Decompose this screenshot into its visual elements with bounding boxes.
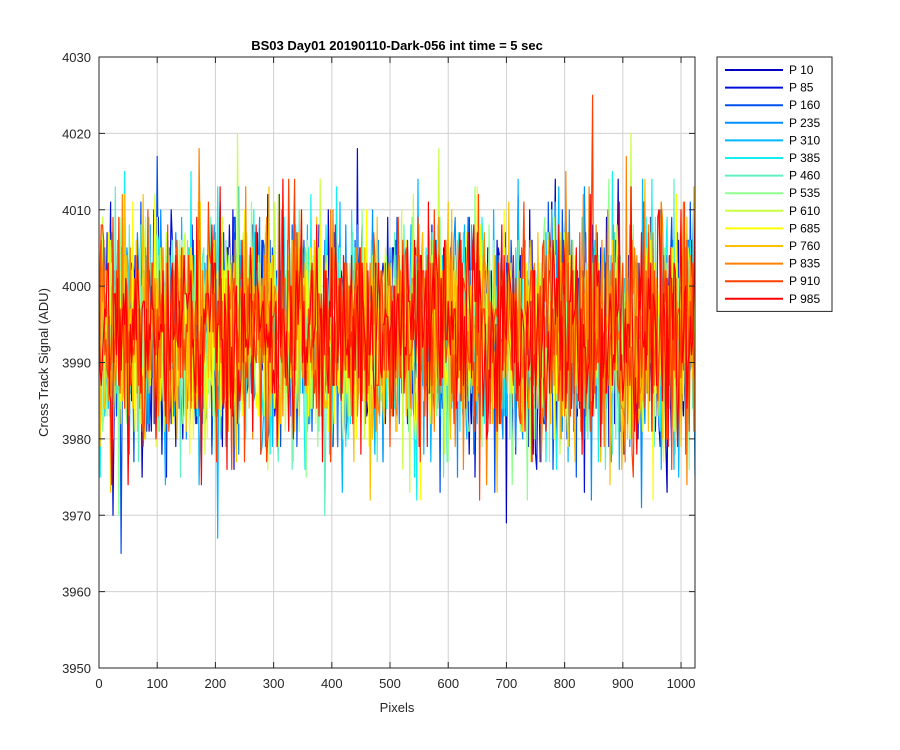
legend-label-p-685: P 685 — [789, 221, 820, 235]
legend-label-p-460: P 460 — [789, 169, 820, 183]
data-series-group — [99, 94, 695, 554]
y-tick-label: 4000 — [62, 279, 91, 294]
y-axis-label: Cross Track Signal (ADU) — [36, 288, 51, 437]
legend-label-p-535: P 535 — [789, 186, 820, 200]
x-tick-label: 300 — [263, 676, 285, 691]
y-tick-label: 3990 — [62, 356, 91, 371]
legend-box — [716, 56, 833, 312]
legend-label-p-160: P 160 — [789, 98, 820, 112]
legend-label-p-235: P 235 — [789, 116, 820, 130]
x-tick-label: 100 — [146, 676, 168, 691]
y-tick-label: 4020 — [62, 126, 91, 141]
legend-label-p-85: P 85 — [789, 81, 814, 95]
x-tick-label: 600 — [437, 676, 459, 691]
y-tick-label: 3980 — [62, 432, 91, 447]
x-tick-label: 700 — [496, 676, 518, 691]
legend-label-p-610: P 610 — [789, 204, 820, 218]
x-tick-label: 0 — [95, 676, 102, 691]
y-tick-label: 3970 — [62, 508, 91, 523]
y-tick-label: 3950 — [62, 661, 91, 676]
x-axis-label: Pixels — [380, 700, 415, 715]
x-tick-label: 400 — [321, 676, 343, 691]
plot-area: 0 100 200 300 400 500 600 700 800 900 1000 3950 3960… — [62, 50, 696, 691]
x-tick-label: 200 — [205, 676, 227, 691]
legend-label-p-385: P 385 — [789, 151, 820, 165]
legend: P 10 P 85 P 160 P 235 P 310 P 385 P 460 P 535 P … — [716, 56, 833, 312]
y-tick-label: 3960 — [62, 585, 91, 600]
x-tick-label: 1000 — [667, 676, 696, 691]
x-tick-label: 900 — [612, 676, 634, 691]
legend-label-p-10: P 10 — [789, 63, 814, 77]
series-line-p-835 — [99, 148, 695, 486]
legend-label-p-310: P 310 — [789, 133, 820, 147]
chart-title: BS03 Day01 20190110-Dark-056 int time = … — [251, 38, 543, 53]
legend-label-p-760: P 760 — [789, 239, 820, 253]
legend-label-p-835: P 835 — [789, 257, 820, 271]
legend-label-p-910: P 910 — [789, 274, 820, 288]
legend-label-p-985: P 985 — [789, 292, 820, 306]
axis-ticks: 0 100 200 300 400 500 600 700 800 900 1000 3950 3960… — [62, 50, 695, 691]
x-tick-label: 800 — [554, 676, 576, 691]
y-tick-label: 4030 — [62, 50, 91, 65]
y-tick-label: 4010 — [62, 203, 91, 218]
series-line-p-985 — [99, 178, 695, 486]
x-tick-label: 500 — [379, 676, 401, 691]
